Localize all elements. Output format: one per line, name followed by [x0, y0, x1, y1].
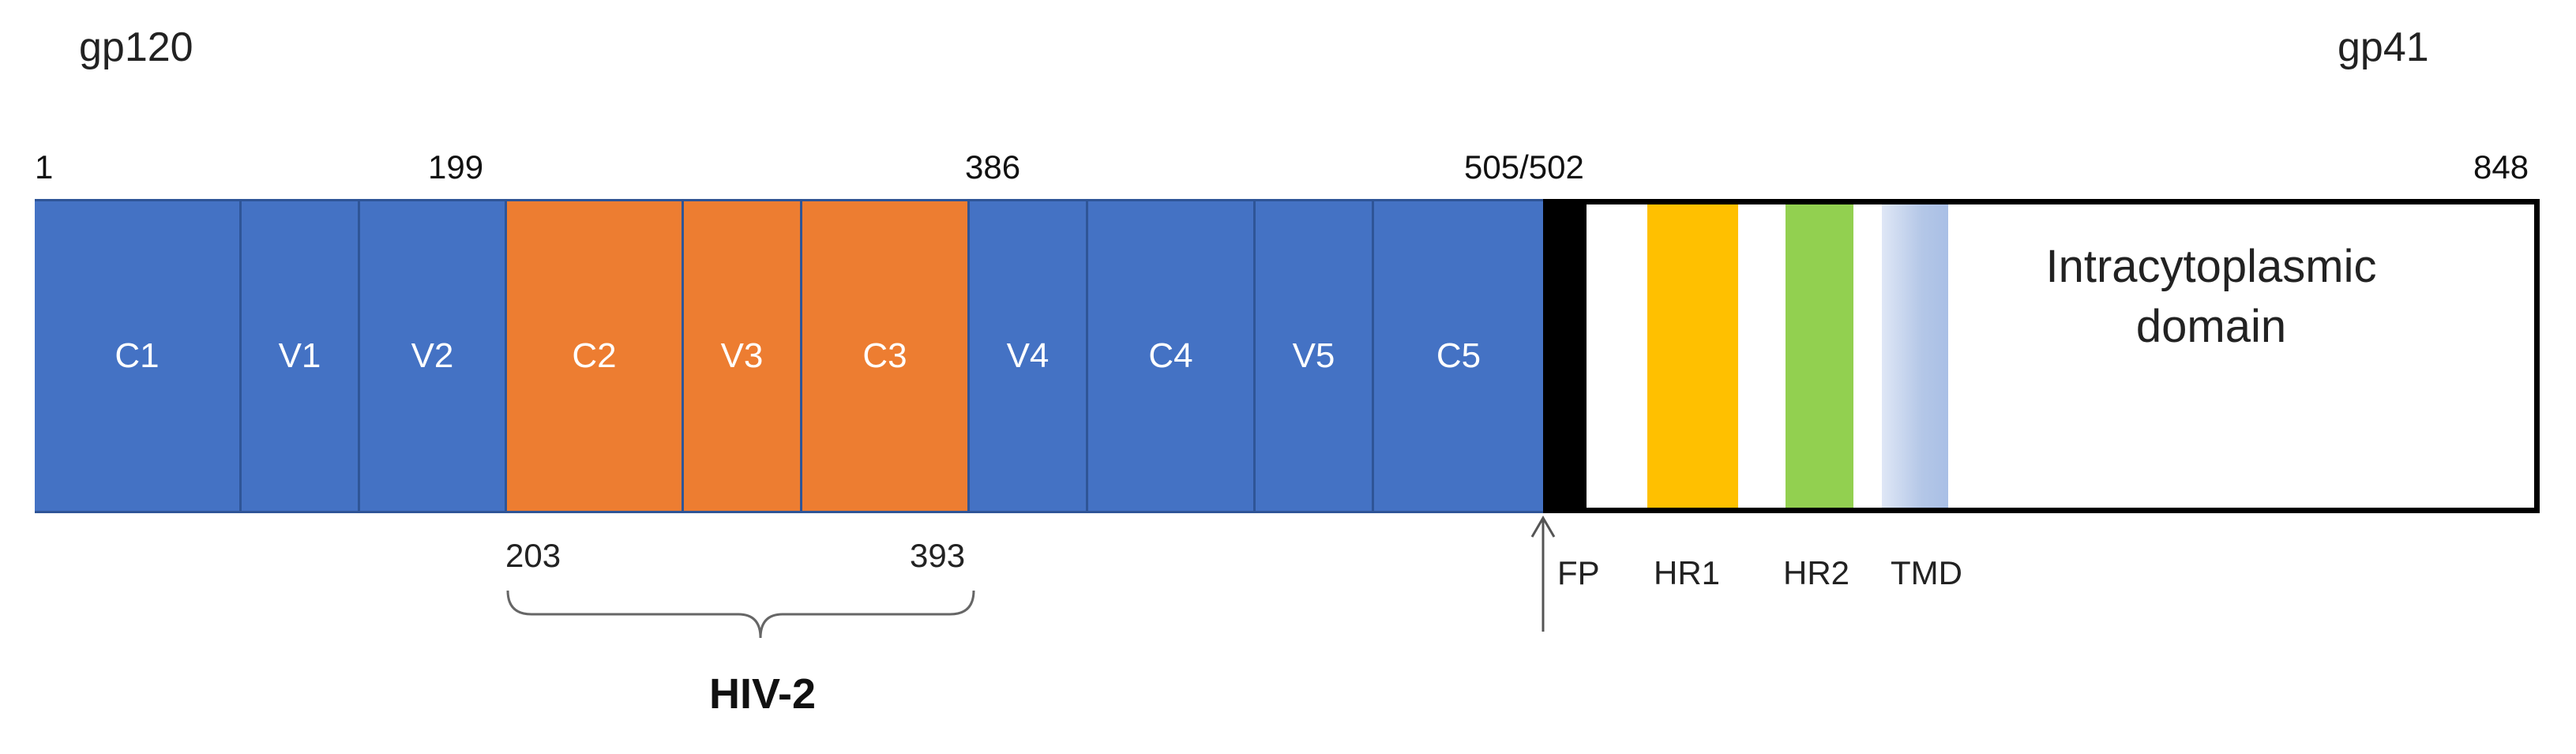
- position-end: 848: [2473, 148, 2529, 186]
- hiv2-label: HIV-2: [709, 670, 817, 718]
- segment-v3: V3: [684, 201, 802, 511]
- position-393: 393: [910, 537, 966, 574]
- segment-v1: V1: [242, 201, 360, 511]
- segment-c3: C3: [802, 201, 970, 511]
- position-199: 199: [428, 148, 484, 186]
- segment-c5: C5: [1374, 201, 1543, 511]
- hr2-band: [1786, 204, 1853, 508]
- hiv2-brace: [506, 590, 975, 639]
- segment-v4: V4: [970, 201, 1088, 511]
- hr1-band: [1647, 204, 1738, 508]
- tmd-label: TMD: [1891, 554, 1962, 591]
- hr2-label: HR2: [1783, 554, 1850, 591]
- segment-v5: V5: [1256, 201, 1374, 511]
- position-203: 203: [505, 537, 561, 574]
- gp120-title: gp120: [79, 24, 193, 70]
- segment-v2: V2: [360, 201, 507, 511]
- cleavage-arrow-head: [1530, 516, 1556, 538]
- gp120-bar: C1 V1 V2 C2 V3 C3 V4 C4 V5 C5: [35, 199, 1543, 513]
- gp41-bar: [1543, 199, 2540, 513]
- tmd-band: [1882, 204, 1948, 508]
- position-cleavage: 505/502: [1464, 148, 1584, 186]
- gp41-title: gp41: [2338, 24, 2429, 70]
- fp-label: FP: [1557, 554, 1600, 591]
- segment-c2: C2: [507, 201, 684, 511]
- intracytoplasmic-domain-label: Intracytoplasmic domain: [2045, 241, 2377, 352]
- segment-c1: C1: [35, 201, 242, 511]
- fp-band: [1543, 204, 1587, 508]
- segment-c4: C4: [1088, 201, 1256, 511]
- position-386: 386: [965, 148, 1021, 186]
- position-start: 1: [35, 148, 54, 186]
- hr1-label: HR1: [1654, 554, 1721, 591]
